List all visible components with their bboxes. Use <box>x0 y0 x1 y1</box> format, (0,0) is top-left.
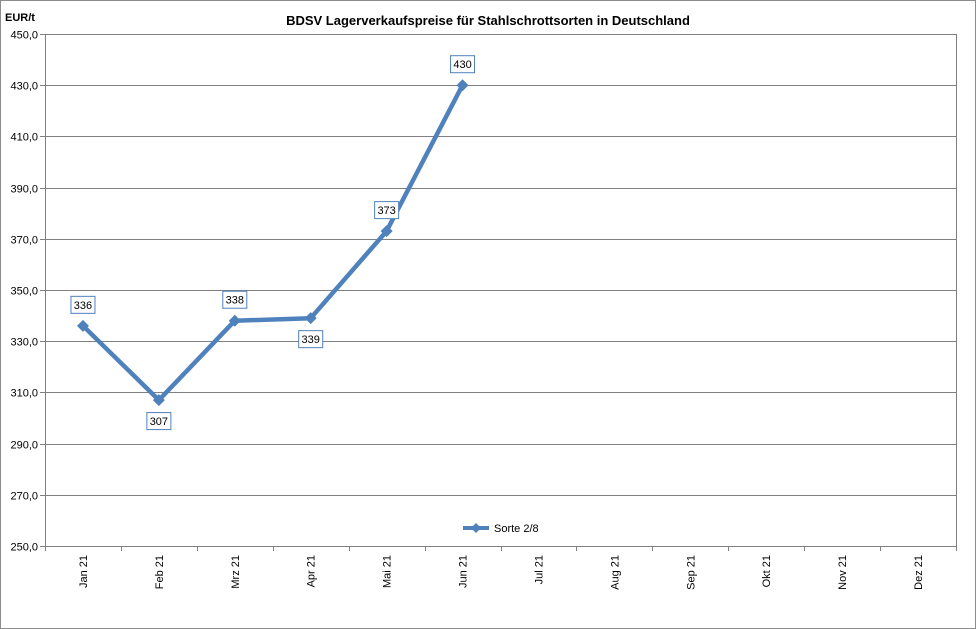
data-label: 339 <box>302 334 320 346</box>
x-tick-label: Jan 21 <box>78 555 90 588</box>
data-label: 373 <box>377 205 395 217</box>
data-label-box <box>374 201 400 220</box>
series-sorte-2-8 <box>76 79 469 407</box>
x-axis-ticks: Jan 21 Feb 21 Mrz 21 Apr 21 Mai 21 Jun 21 Jul … <box>78 555 925 590</box>
x-tick-label: Dez 21 <box>913 555 925 590</box>
data-label-box <box>70 295 96 314</box>
data-labels: 336 307 338 339 373 430 <box>70 55 476 431</box>
data-point-marker <box>380 225 393 238</box>
y-axis-unit-label: EUR/t <box>5 12 35 24</box>
legend: Sorte 2/8 <box>463 523 539 535</box>
data-point-marker <box>304 312 317 325</box>
data-label-box <box>450 55 476 74</box>
y-tick-label: 450,0 <box>10 30 38 42</box>
legend-entry-sorte-2-8: Sorte 2/8 <box>494 523 539 535</box>
axes <box>40 34 957 551</box>
data-point-marker <box>228 314 241 327</box>
x-tick-label: Nov 21 <box>837 555 849 590</box>
x-tick-label: Aug 21 <box>609 555 621 590</box>
data-label-box <box>146 412 172 431</box>
y-tick-label: 250,0 <box>10 542 38 554</box>
grid-lines <box>45 34 956 496</box>
series-line <box>80 82 465 403</box>
y-tick-label: 410,0 <box>10 132 38 144</box>
x-tick-label: Mrz 21 <box>230 555 242 589</box>
x-tick-label: Feb 21 <box>154 555 166 589</box>
x-tick-label: Okt 21 <box>761 555 773 587</box>
x-tick-label: Jul 21 <box>533 555 545 584</box>
data-label-box <box>222 290 248 309</box>
y-tick-label: 390,0 <box>10 184 38 196</box>
y-tick-label: 350,0 <box>10 286 38 298</box>
chart-title: BDSV Lagerverkaufspreise für Stahlschrot… <box>286 13 690 28</box>
x-tick-label: Mai 21 <box>382 555 394 588</box>
y-tick-label: 370,0 <box>10 235 38 247</box>
data-label: 430 <box>453 59 471 71</box>
y-tick-label: 310,0 <box>10 388 38 400</box>
y-tick-label: 270,0 <box>10 491 38 503</box>
data-point-marker <box>76 319 89 332</box>
data-label: 336 <box>74 300 92 312</box>
y-axis-ticks: 250,0 270,0 290,0 310,0 330,0 350,0 370,0 390,0… <box>10 30 38 554</box>
x-tick-label: Apr 21 <box>306 555 318 587</box>
x-tick-label: Sep 21 <box>685 555 697 590</box>
data-point-marker <box>456 79 469 92</box>
y-tick-label: 290,0 <box>10 440 38 452</box>
data-point-marker <box>152 394 165 407</box>
y-tick-label: 330,0 <box>10 337 38 349</box>
data-label: 338 <box>226 295 244 307</box>
x-tick-label: Jun 21 <box>458 555 470 588</box>
data-label-box <box>298 330 324 349</box>
legend-diamond-marker <box>471 523 481 533</box>
data-label: 307 <box>150 416 168 428</box>
y-tick-label: 430,0 <box>10 81 38 93</box>
